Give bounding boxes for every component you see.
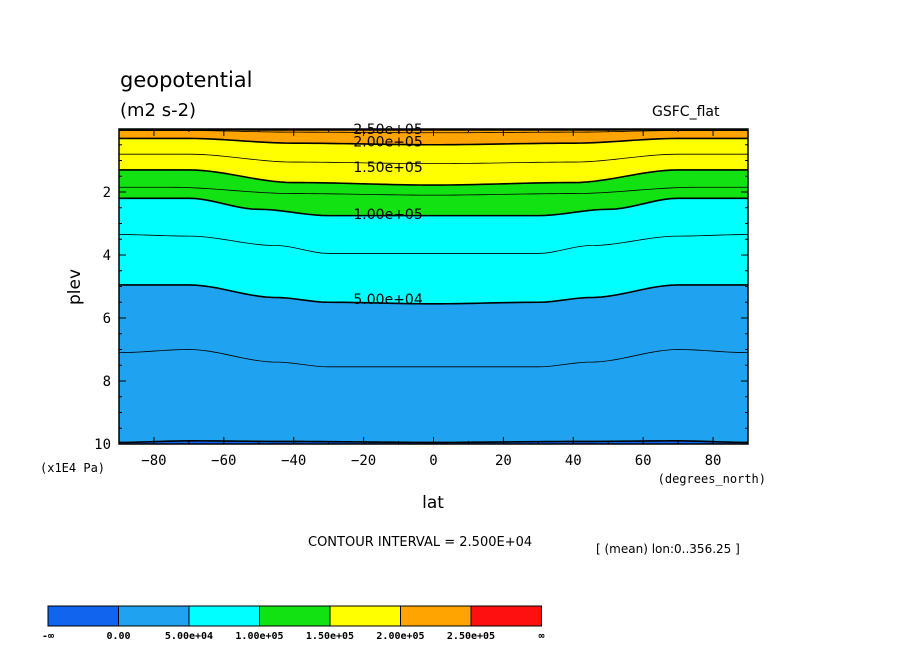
colorbar-label: 1.50e+05: [306, 631, 354, 642]
chart-title: geopotential: [120, 68, 253, 92]
axes: −80 −60 −40 −20 0 20 40 60 80 2 4 6 8 10: [94, 129, 749, 469]
colorbar-label: ∞: [538, 631, 544, 642]
y-tick-label: 8: [103, 374, 111, 390]
y-tick-label: 4: [103, 248, 111, 264]
colorbar-label: -∞: [42, 631, 54, 642]
contour-band: [119, 187, 748, 216]
colorbar-swatch: [400, 605, 472, 627]
mean-note: [ (mean) lon:0..356.25 ]: [596, 542, 740, 556]
x-axis-units: (degrees_north): [658, 472, 766, 486]
x-tick-label: 20: [495, 453, 512, 469]
contour-fills: [119, 129, 748, 444]
contour-band: [119, 138, 748, 164]
contour-band: [119, 154, 748, 186]
contour-label: 2.00e+05: [353, 135, 422, 151]
x-axis-label: lat: [422, 493, 444, 513]
colorbar-label: 0.00: [106, 631, 130, 642]
colorbar-swatch: [47, 605, 119, 627]
contour-line: [119, 137, 748, 146]
y-tick-label: 10: [94, 437, 111, 453]
x-tick-label: 0: [429, 453, 437, 469]
chart-units: (m2 s-2): [120, 100, 197, 121]
y-tick-label: 6: [103, 311, 111, 327]
x-tick-label: −40: [281, 453, 306, 469]
contour-line: [119, 284, 748, 305]
colorbar-swatch: [118, 605, 190, 627]
contour-line: [119, 186, 748, 196]
y-axis-units: (x1E4 Pa): [40, 461, 105, 475]
y-tick-label: 2: [103, 185, 111, 201]
colorbar-label: 1.00e+05: [235, 631, 283, 642]
x-tick-label: 40: [565, 453, 582, 469]
contour-band: [119, 169, 748, 196]
contour-band: [119, 198, 748, 254]
contour-band: [119, 349, 748, 443]
colorbar-swatch: [329, 605, 401, 627]
colorbar-swatch: [470, 605, 542, 627]
contour-label: 2.50e+05: [353, 122, 422, 138]
contour-line: [118, 234, 749, 254]
x-tick-label: −20: [351, 453, 376, 469]
colorbar-label: 5.00e+04: [165, 631, 213, 642]
contour-interval-label: CONTOUR INTERVAL = 2.500E+04: [308, 535, 533, 550]
x-tick-label: −60: [211, 453, 236, 469]
contour-line: [119, 169, 748, 186]
contour-band: [119, 234, 748, 304]
contour-label: 1.50e+05: [353, 160, 422, 176]
x-tick-label: −80: [141, 453, 166, 469]
contour-line: [118, 349, 749, 368]
contour-label: 5.00e+04: [353, 292, 422, 308]
contour-label: 1.00e+05: [353, 207, 422, 223]
x-tick-label: 60: [635, 453, 652, 469]
colorbar-swatch: [188, 605, 260, 627]
colorbar-label: 2.00e+05: [376, 631, 424, 642]
colorbar: -∞ 0.00 5.00e+04 1.00e+05 1.50e+05 2.00e+05 2.…: [42, 605, 545, 642]
x-tick-label: 80: [705, 453, 722, 469]
contour-labels: 2.50e+052.00e+05 1.50e+05 1.00e+05 5.00e+04: [353, 122, 422, 308]
contour-band: [119, 284, 748, 367]
contour-line: [119, 197, 748, 217]
colorbar-swatch: [259, 605, 331, 627]
contour-line: [119, 153, 748, 165]
contour-band: [119, 130, 748, 145]
model-name: GSFC_flat: [652, 104, 720, 120]
colorbar-label: 2.50e+05: [447, 631, 495, 642]
y-axis-label: plev: [65, 269, 85, 305]
